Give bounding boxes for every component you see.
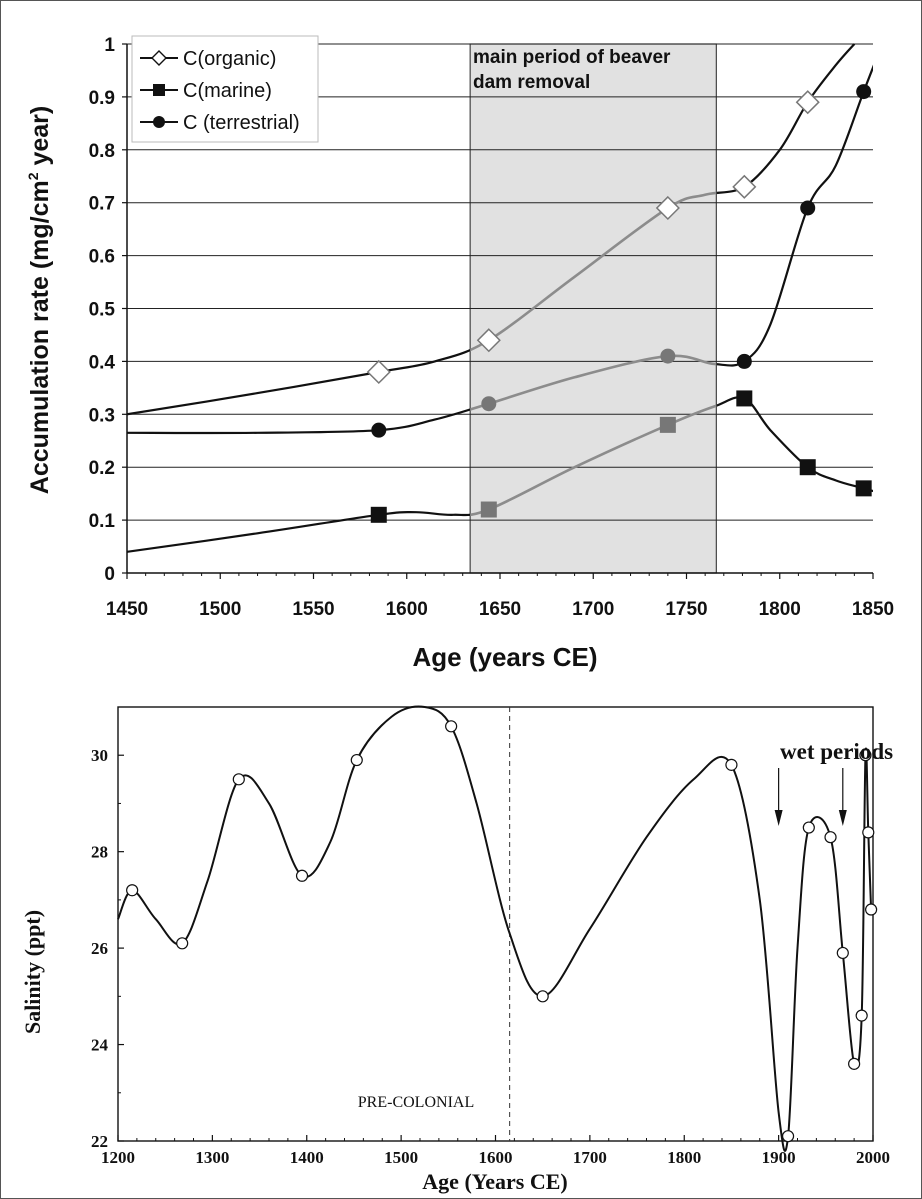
- legend-label: C(organic): [183, 48, 276, 70]
- accumulation-rate-chart: 0 0.1 0.2 0.3 0.4 0.5 0.6 0.7 0.8 0.9 1 1450 1500 155…: [25, 35, 895, 672]
- data-point: [800, 200, 816, 216]
- data-point: [660, 348, 676, 364]
- x-axis-label: Age (years CE): [413, 642, 598, 672]
- y-tick-label: 0.9: [89, 88, 115, 109]
- x-tick-label: 1750: [665, 599, 707, 620]
- data-point: [795, 90, 820, 115]
- x-tick-label: 1550: [292, 599, 334, 620]
- legend-marker: [151, 50, 167, 66]
- x-tick-label: 1650: [479, 599, 521, 620]
- x-tick-label: 1500: [199, 599, 241, 620]
- data-point: [732, 174, 757, 199]
- data-point: [856, 84, 872, 100]
- legend-marker: [153, 116, 165, 128]
- data-point: [799, 459, 816, 476]
- series-line-inside: [470, 191, 717, 352]
- y-tick-label: 0.4: [89, 352, 116, 373]
- legend-marker: [153, 84, 165, 96]
- data-point: [366, 359, 391, 385]
- y-axis-label: Accumulation rate (mg/cm2 year): [25, 106, 54, 494]
- x-tick-label: 1700: [572, 599, 614, 620]
- y-tick-label: 0.6: [89, 247, 115, 268]
- shaded-label-line2: dam removal: [473, 72, 590, 93]
- legend: C(organic) C(marine) C (terrestrial): [131, 35, 319, 143]
- legend-label: C (terrestrial): [183, 112, 300, 134]
- x-tick-label: 1450: [106, 599, 148, 620]
- y-tick-label: 0.1: [89, 511, 116, 532]
- y-tick-label: 0.7: [89, 194, 115, 215]
- axes: [122, 43, 874, 579]
- data-point: [736, 390, 753, 407]
- data-point: [371, 422, 387, 438]
- data-point: [370, 506, 387, 523]
- y-tick-label: 0.8: [89, 141, 115, 162]
- tick-labels: 0 0.1 0.2 0.3 0.4 0.5 0.6 0.7 0.8 0.9 1 1450 1500 155…: [89, 35, 895, 620]
- data-point: [480, 501, 497, 518]
- legend-label: C(marine): [183, 80, 272, 102]
- series-line-inside: [470, 404, 717, 517]
- data-point: [476, 328, 501, 353]
- data-points: [366, 84, 872, 523]
- y-tick-label: 0.5: [89, 300, 116, 321]
- data-point: [855, 480, 872, 497]
- y-tick-label: 0: [104, 564, 115, 585]
- data-point: [481, 396, 497, 412]
- shaded-label-line1: main period of beaver: [473, 47, 671, 68]
- y-tick-label: 1: [104, 35, 115, 56]
- data-point: [655, 195, 680, 221]
- y-tick-label: 0.2: [89, 458, 115, 479]
- data-point: [736, 353, 752, 369]
- x-tick-label: 1800: [759, 599, 801, 620]
- y-tick-label: 0.3: [89, 405, 115, 426]
- x-tick-label: 1850: [852, 599, 894, 620]
- x-tick-label: 1600: [386, 599, 428, 620]
- data-point: [659, 416, 676, 433]
